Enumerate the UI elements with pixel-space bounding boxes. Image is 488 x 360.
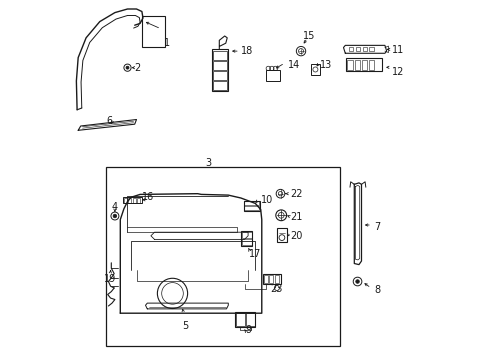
Text: 18: 18 — [241, 46, 253, 56]
Bar — [368, 47, 373, 51]
Bar — [241, 239, 251, 245]
Text: 23: 23 — [270, 284, 283, 294]
Bar — [354, 60, 359, 70]
Text: 7: 7 — [373, 222, 380, 232]
Circle shape — [126, 66, 129, 69]
Text: 1: 1 — [163, 38, 169, 48]
Text: 11: 11 — [391, 45, 404, 55]
Bar — [346, 58, 381, 71]
Text: 13: 13 — [320, 60, 332, 70]
Text: 21: 21 — [290, 212, 303, 222]
Bar — [213, 61, 227, 70]
Bar — [276, 228, 286, 242]
Bar — [235, 312, 255, 327]
Bar — [241, 232, 251, 238]
Bar — [361, 60, 366, 70]
Bar — [123, 197, 142, 203]
Bar — [212, 49, 228, 91]
Text: 8: 8 — [373, 285, 380, 295]
Text: 14: 14 — [287, 60, 299, 70]
Bar — [106, 167, 339, 346]
Bar — [368, 60, 373, 70]
Text: 6: 6 — [106, 116, 112, 126]
Circle shape — [113, 214, 117, 218]
Circle shape — [355, 280, 359, 283]
Bar — [310, 64, 320, 75]
Bar — [274, 275, 278, 283]
Bar — [241, 231, 252, 246]
Bar — [355, 47, 359, 51]
Bar — [123, 198, 127, 203]
Bar — [348, 47, 352, 51]
Bar — [236, 313, 244, 326]
Bar — [244, 206, 259, 210]
Text: 16: 16 — [142, 192, 154, 202]
Text: 20: 20 — [290, 231, 303, 241]
Bar — [264, 275, 267, 283]
Bar — [132, 198, 136, 203]
Text: 12: 12 — [391, 67, 404, 77]
Bar — [213, 51, 227, 60]
Text: 3: 3 — [205, 158, 211, 168]
Bar — [244, 201, 260, 211]
Bar — [213, 81, 227, 90]
Bar — [213, 71, 227, 80]
Bar — [265, 70, 279, 81]
Bar — [263, 274, 281, 284]
Text: 15: 15 — [303, 31, 315, 41]
Text: 22: 22 — [290, 189, 303, 199]
Bar — [244, 201, 259, 205]
Bar — [362, 47, 366, 51]
Text: 19: 19 — [104, 274, 116, 284]
Bar — [347, 60, 352, 70]
Text: 17: 17 — [249, 249, 261, 259]
Bar — [142, 16, 165, 47]
Text: 9: 9 — [244, 325, 251, 336]
Text: 5: 5 — [182, 321, 188, 331]
Text: 10: 10 — [260, 195, 272, 205]
Text: 4: 4 — [112, 202, 118, 212]
Text: 2: 2 — [134, 63, 141, 73]
Bar — [245, 313, 254, 326]
Bar — [128, 198, 131, 203]
Bar — [269, 275, 273, 283]
Bar — [137, 198, 140, 203]
